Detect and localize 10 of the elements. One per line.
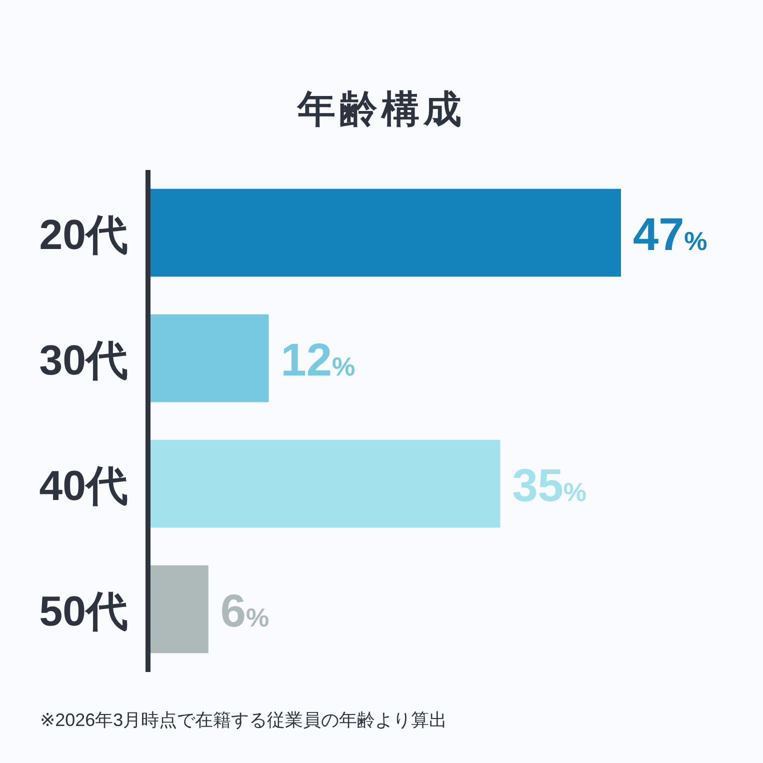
data-label: 6% <box>220 584 270 636</box>
text: ※2026年3月時点で在籍する従業員の年齢より算出 <box>40 710 448 730</box>
chart-title: 年齢構成 <box>296 89 466 131</box>
data-label: 35% <box>512 458 587 511</box>
y-tick-label: 20代 <box>39 210 128 258</box>
data-label: 47% <box>633 208 708 260</box>
y-tick-label: 30代 <box>39 336 128 384</box>
data-label: 12% <box>280 333 356 386</box>
y-tick-label: 50代 <box>39 587 128 634</box>
y-tick-label: 40代 <box>39 462 128 509</box>
